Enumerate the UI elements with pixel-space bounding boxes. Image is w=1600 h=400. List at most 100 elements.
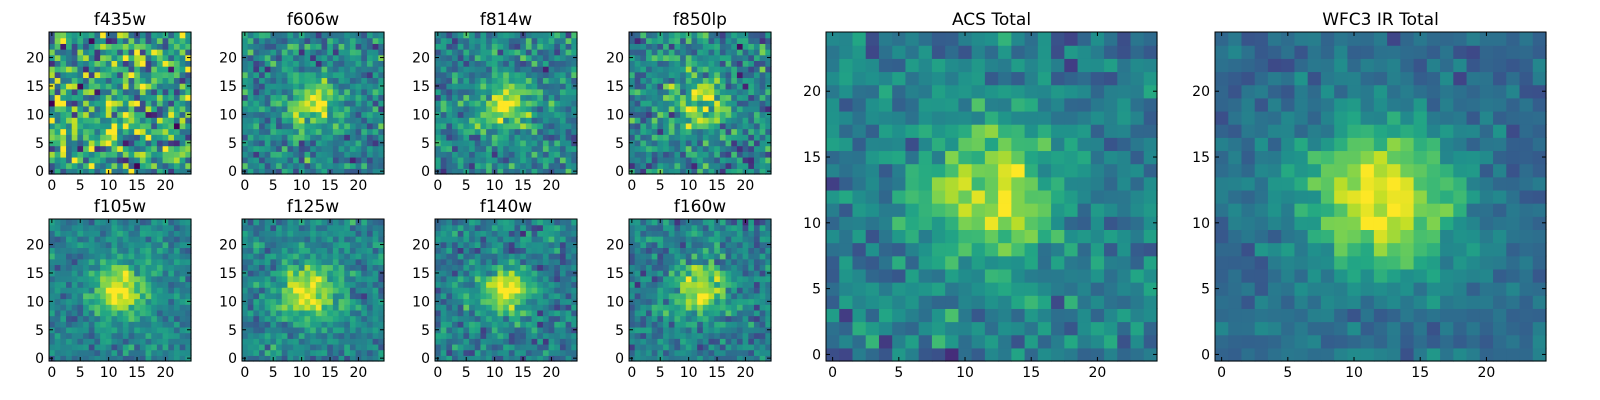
heatmap-cell <box>264 332 271 339</box>
heatmap-cell <box>49 100 56 107</box>
heatmap-cell <box>315 71 323 79</box>
heatmap-cell <box>759 60 766 67</box>
heatmap-cell <box>531 355 538 362</box>
heatmap-cell <box>668 122 676 130</box>
heatmap-cell <box>134 247 141 254</box>
heatmap-cell <box>270 343 277 351</box>
heatmap-cell <box>565 122 572 130</box>
heatmap-cell <box>156 321 164 328</box>
heatmap-cell <box>94 332 101 339</box>
heatmap-cell <box>264 83 271 90</box>
heatmap-cell <box>680 100 687 107</box>
heatmap-cell <box>134 326 141 334</box>
heatmap-cell <box>629 281 636 288</box>
heatmap-cell <box>548 83 555 90</box>
heatmap-cell <box>542 111 550 118</box>
heatmap-cell <box>503 253 510 260</box>
heatmap-cell <box>128 264 135 271</box>
heatmap-cell <box>185 128 192 135</box>
heatmap-cell <box>708 117 715 124</box>
heatmap-cell <box>247 71 254 79</box>
heatmap-cell <box>685 156 693 164</box>
heatmap-cell <box>338 162 345 169</box>
heatmap-cell <box>49 145 56 152</box>
heatmap-cell <box>452 338 459 345</box>
heatmap-cell <box>355 111 362 118</box>
heatmap-cell <box>685 128 693 135</box>
heatmap-cell <box>378 162 385 169</box>
heatmap-cell <box>725 94 732 101</box>
heatmap-cell <box>657 275 664 283</box>
heatmap-cell <box>321 326 328 334</box>
heatmap-cell <box>276 43 283 50</box>
heatmap-cell <box>66 168 73 175</box>
heatmap-cell <box>310 134 317 141</box>
heatmap-cell <box>674 134 681 141</box>
heatmap-cell <box>702 32 710 39</box>
heatmap-cell <box>731 117 738 124</box>
heatmap-cell <box>168 111 175 118</box>
heatmap-cell <box>361 66 368 73</box>
heatmap-cell <box>559 156 567 164</box>
heatmap-cell <box>765 315 772 322</box>
heatmap-cell <box>446 134 453 141</box>
heatmap-cell <box>139 139 147 147</box>
heatmap-cell <box>435 236 442 243</box>
heatmap-cell <box>94 43 101 50</box>
heatmap-cell <box>565 37 572 44</box>
heatmap-cell <box>83 66 90 73</box>
heatmap-cell <box>60 247 67 254</box>
heatmap-cell <box>440 219 447 226</box>
heatmap-cell <box>742 71 749 79</box>
heatmap-cell <box>440 281 447 288</box>
heatmap-cell <box>640 122 647 130</box>
heatmap-cell <box>105 122 113 130</box>
heatmap-cell <box>446 224 453 231</box>
heatmap-cell <box>321 241 328 248</box>
heatmap-cell <box>634 309 641 317</box>
heatmap-cell <box>497 88 504 96</box>
heatmap-cell <box>742 298 749 305</box>
heatmap-cell <box>128 236 135 243</box>
heatmap-cell <box>753 156 761 164</box>
heatmap-cell <box>474 287 482 294</box>
heatmap-cell <box>145 236 152 243</box>
heatmap-cell <box>128 100 135 107</box>
heatmap-cell <box>151 100 158 107</box>
heatmap-cell <box>457 349 464 356</box>
heatmap-cell <box>440 315 447 322</box>
heatmap-cell <box>156 111 164 118</box>
heatmap-cell <box>332 88 340 96</box>
heatmap-cell <box>531 298 538 305</box>
heatmap-cell <box>491 66 499 73</box>
heatmap-cell <box>276 349 283 356</box>
heatmap-cell <box>77 122 84 130</box>
heatmap-cell <box>736 60 744 67</box>
heatmap-cell <box>463 134 470 141</box>
heatmap-cell <box>469 162 476 169</box>
heatmap-cell <box>128 134 135 141</box>
heatmap-cell <box>559 292 567 300</box>
heatmap-cell <box>731 54 738 61</box>
heatmap-cell <box>281 253 289 260</box>
heatmap-cell <box>293 264 300 271</box>
heatmap-cell <box>508 349 516 356</box>
heatmap-cell <box>435 49 442 56</box>
heatmap-cell <box>691 94 698 101</box>
heatmap-cell <box>298 77 306 84</box>
heatmap-cell <box>486 219 493 226</box>
heatmap-cell <box>168 37 175 44</box>
heatmap-cell <box>173 105 181 113</box>
heatmap-cell <box>54 287 61 294</box>
heatmap-cell <box>646 88 653 96</box>
heatmap-cell <box>480 355 487 362</box>
heatmap-cell <box>446 88 453 96</box>
heatmap-cell <box>668 77 676 84</box>
heatmap-cell <box>281 88 289 96</box>
heatmap-cell <box>469 355 476 362</box>
y-tick-label: 15 <box>26 79 44 95</box>
heatmap-cell <box>565 156 572 164</box>
heatmap-cell <box>151 241 158 248</box>
heatmap-cell <box>54 270 61 277</box>
heatmap-cell <box>674 32 681 39</box>
